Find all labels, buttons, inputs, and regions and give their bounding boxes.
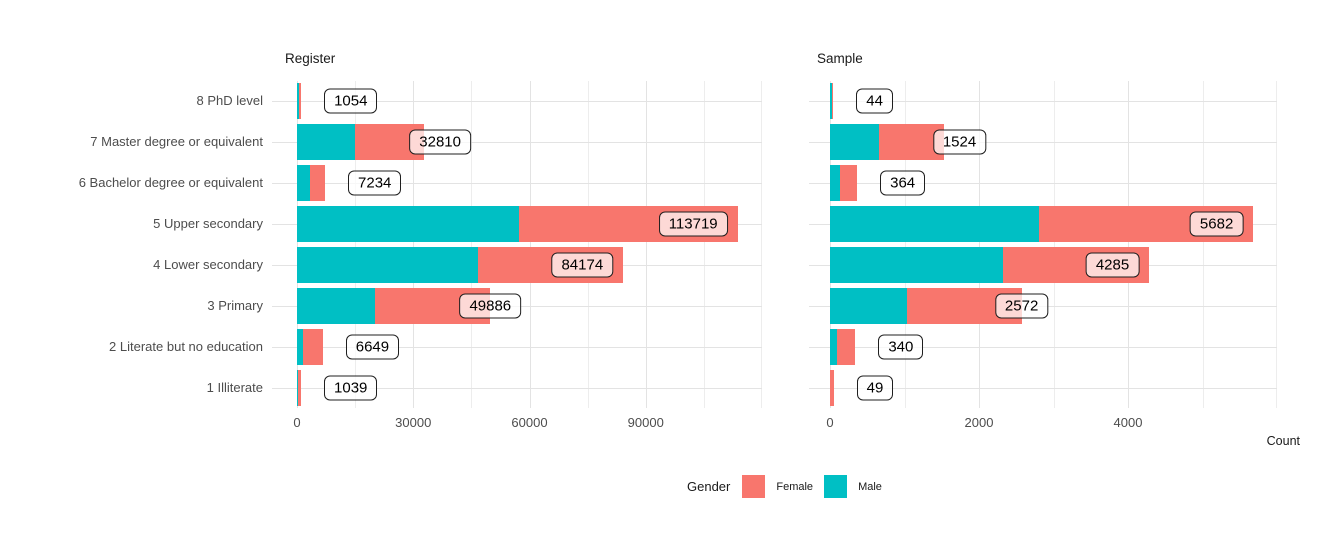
bar-segment-male: [830, 328, 837, 365]
x-axis-tick-label: 0: [826, 415, 834, 430]
y-axis-category-label: 2 Literate but no education: [109, 338, 263, 354]
bar-segment-female: [309, 165, 326, 202]
gridline-major: [645, 81, 647, 408]
gridline-row: [809, 183, 1277, 185]
gridline-row: [272, 142, 762, 144]
bar-segment-female: [299, 83, 302, 120]
gridline-major: [413, 81, 415, 408]
gridline-row: [809, 387, 1277, 389]
bar-segment-male: [297, 124, 355, 161]
bar-segment-female: [831, 83, 834, 120]
y-axis-category-label: 8 PhD level: [196, 93, 263, 109]
bar-segment-male: [297, 328, 303, 365]
bar-count-label: 364: [880, 170, 926, 196]
bar-count-label: 2572: [994, 293, 1049, 319]
gridline-row: [809, 101, 1277, 103]
x-axis-tick-label: 4000: [1113, 415, 1143, 430]
gridline-minor: [904, 81, 906, 408]
bar-segment-male: [297, 287, 375, 324]
gridline-row: [809, 346, 1277, 348]
legend-item-label: Female: [776, 480, 814, 493]
bar-segment-male: [297, 246, 478, 283]
x-axis-tick-label: 60000: [511, 415, 548, 430]
gridline-minor: [471, 81, 473, 408]
bar-segment-male: [830, 287, 908, 324]
legend: Gender Female Male: [687, 475, 893, 498]
bar-segment-male: [297, 369, 298, 406]
x-axis-tick-label: 2000: [964, 415, 994, 430]
bar-segment-female: [297, 369, 301, 406]
gridline-row: [272, 101, 762, 103]
bar-segment-male: [297, 83, 300, 120]
bar-segment-male: [830, 124, 880, 161]
bar-segment-male: [297, 206, 520, 243]
gridline-minor: [703, 81, 705, 408]
y-axis-category-label: 1 Illiterate: [206, 379, 263, 395]
gridline-major: [529, 81, 531, 408]
x-axis-tick-label: 0: [293, 415, 301, 430]
legend-title: Gender: [687, 479, 731, 494]
bar-segment-female: [830, 369, 834, 406]
bar-count-label: 4285: [1085, 252, 1140, 278]
gridline-major: [1128, 81, 1129, 408]
bar-segment-female: [839, 165, 858, 202]
facet-panel-register: 1054 32810 7234 113719 84174 49886 6649 1039: [272, 81, 762, 408]
bar-segment-male: [830, 165, 840, 202]
facet-title-register: Register: [285, 51, 336, 66]
gridline-row: [272, 183, 762, 185]
bar-segment-male: [830, 83, 832, 120]
bar-count-label: 5682: [1189, 211, 1244, 237]
bar-count-label: 1039: [324, 375, 378, 401]
bar-count-label: 1524: [932, 129, 987, 155]
gridline-major: [979, 81, 980, 408]
bar-count-label: 340: [878, 334, 924, 360]
y-axis-category-label: 6 Bachelor degree or equivalent: [78, 175, 263, 191]
facet-title-sample: Sample: [817, 51, 863, 66]
gridline-row: [272, 346, 762, 348]
bar-count-label: 44: [856, 88, 893, 114]
legend-swatch-female: [742, 475, 766, 498]
bar-count-label: 49886: [459, 293, 522, 319]
gridline-minor: [761, 81, 762, 408]
x-axis-tick-label: 90000: [627, 415, 664, 430]
x-axis-tick-label: 30000: [395, 415, 432, 430]
gridline-row: [809, 142, 1277, 144]
bar-count-label: 6649: [345, 334, 400, 360]
gridline-minor: [1276, 81, 1277, 408]
gridline-major: [830, 81, 831, 408]
gridline-minor: [1053, 81, 1055, 408]
gridline-minor: [1202, 81, 1204, 408]
bar-segment-male: [297, 165, 310, 202]
gridline-minor: [587, 81, 589, 408]
y-axis-category-label: 3 Primary: [207, 297, 263, 313]
gridline-major: [297, 81, 298, 408]
legend-item-label: Male: [858, 480, 882, 493]
bar-count-label: 32810: [409, 129, 471, 155]
y-axis-category-label: 7 Master degree or equivalent: [90, 134, 263, 150]
bar-segment-female: [303, 328, 323, 365]
facet-panel-sample: 44 1524 364 5682 4285 2572 340 49: [809, 81, 1277, 408]
legend-swatch-male: [824, 475, 848, 498]
bar-count-label: 113719: [658, 211, 728, 237]
legend-item-female: Female: [742, 475, 813, 498]
y-axis-category-label: 5 Upper secondary: [153, 216, 263, 232]
bar-count-label: 84174: [551, 252, 614, 278]
bar-segment-female: [879, 124, 944, 161]
bar-count-label: 1054: [324, 88, 378, 114]
legend-item-male: Male: [824, 475, 882, 498]
bar-count-label: 49: [856, 375, 894, 401]
bar-count-label: 7234: [348, 170, 402, 196]
bar-segment-female: [837, 328, 856, 365]
gridline-row: [272, 387, 762, 389]
bar-segment-male: [830, 206, 1039, 243]
bar-segment-male: [830, 246, 1003, 283]
x-axis-title: Count: [1266, 434, 1300, 448]
y-axis-category-label: 4 Lower secondary: [153, 256, 263, 272]
gridline-minor: [355, 81, 357, 408]
